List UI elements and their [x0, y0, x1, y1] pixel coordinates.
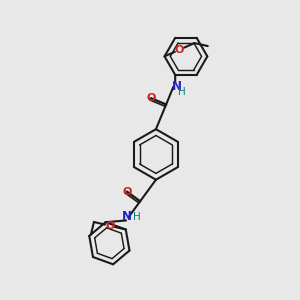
- Text: N: N: [172, 80, 182, 93]
- Text: O: O: [105, 221, 115, 231]
- Text: O: O: [146, 93, 156, 103]
- Text: O: O: [175, 45, 184, 55]
- Text: O: O: [122, 187, 132, 196]
- Text: N: N: [122, 210, 132, 224]
- Text: H: H: [133, 212, 141, 222]
- Text: H: H: [178, 87, 186, 97]
